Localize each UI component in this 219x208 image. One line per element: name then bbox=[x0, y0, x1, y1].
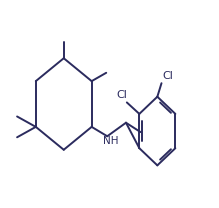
Text: NH: NH bbox=[103, 136, 119, 146]
Text: Cl: Cl bbox=[117, 90, 128, 100]
Text: Cl: Cl bbox=[162, 71, 173, 81]
